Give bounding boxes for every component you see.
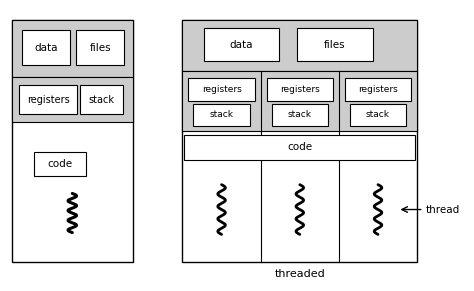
Text: data: data xyxy=(229,40,253,50)
Bar xyxy=(12,20,133,262)
Bar xyxy=(34,152,86,176)
Bar xyxy=(272,104,328,126)
Bar xyxy=(182,20,417,71)
Text: data: data xyxy=(34,42,57,53)
Text: registers: registers xyxy=(202,85,241,94)
Text: stack: stack xyxy=(210,110,234,119)
Bar xyxy=(19,85,77,114)
Bar xyxy=(350,104,406,126)
Bar xyxy=(193,104,250,126)
Bar xyxy=(182,71,417,131)
Text: stack: stack xyxy=(288,110,312,119)
Bar xyxy=(80,85,123,114)
Text: registers: registers xyxy=(280,85,319,94)
Bar xyxy=(12,77,133,122)
Text: stack: stack xyxy=(88,95,114,105)
Text: files: files xyxy=(324,40,346,50)
Text: registers: registers xyxy=(27,95,70,105)
Text: files: files xyxy=(89,42,111,53)
Text: code: code xyxy=(287,142,312,152)
Bar xyxy=(345,78,411,100)
Bar xyxy=(12,20,133,77)
Bar xyxy=(298,28,373,61)
Text: code: code xyxy=(47,159,73,169)
Bar xyxy=(76,30,124,65)
Bar xyxy=(184,135,415,159)
Text: threaded: threaded xyxy=(274,269,325,278)
Text: registers: registers xyxy=(358,85,398,94)
Bar xyxy=(204,28,279,61)
Text: thread: thread xyxy=(426,205,460,214)
Bar xyxy=(266,78,333,100)
Text: stack: stack xyxy=(366,110,390,119)
Bar xyxy=(182,20,417,262)
Bar xyxy=(21,30,70,65)
Bar xyxy=(188,78,255,100)
